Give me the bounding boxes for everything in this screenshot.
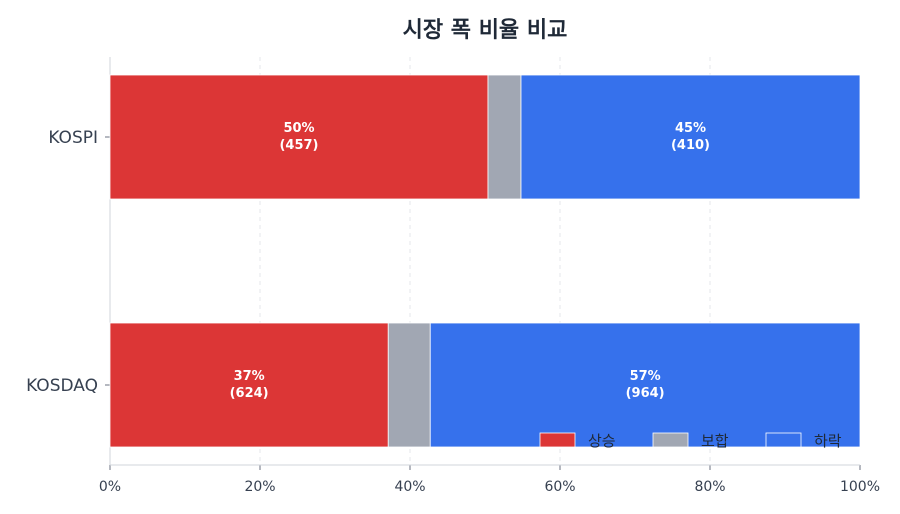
- category-label-kosdaq: KOSDAQ: [26, 376, 98, 396]
- bar-kospi-series-0: [109, 74, 489, 200]
- legend-swatch-0: [539, 432, 576, 448]
- category-label-kospi: KOSPI: [48, 128, 98, 148]
- bar-kosdaq-series-2: [429, 322, 861, 448]
- bar-labels: 50% (457) 45% (410) 37% (624) 57% (964): [230, 121, 710, 401]
- bar-kosdaq-series-1: [387, 322, 431, 448]
- legend-label-0: 상승: [588, 432, 616, 450]
- x-tick-label: 0%: [99, 479, 121, 495]
- x-tick-label: 60%: [544, 479, 575, 495]
- legend-label-1: 보합: [701, 432, 729, 450]
- bar-kospi-series-2: [520, 74, 861, 200]
- x-tick-label: 80%: [694, 479, 725, 495]
- bar-kospi-series-1: [487, 74, 522, 200]
- data-label-kospi-series-2: 45% (410): [671, 121, 710, 153]
- x-tick-label: 20%: [244, 479, 275, 495]
- legend-label-2: 하락: [814, 432, 842, 450]
- x-tick-label: 40%: [394, 479, 425, 495]
- bars: [109, 74, 861, 448]
- legend-swatch-1: [652, 432, 689, 448]
- legend-swatch-2: [765, 432, 802, 448]
- data-label-kospi-series-0: 50% (457): [279, 121, 318, 153]
- data-label-kosdaq-series-0: 37% (624): [230, 369, 269, 401]
- x-tick-label: 100%: [840, 479, 880, 495]
- legend: 상승 보합 하락: [539, 432, 842, 450]
- axes: 0% 20% 40% 60% 80% 100% KOSPI KOSDAQ: [26, 57, 880, 495]
- bar-kosdaq-series-0: [109, 322, 389, 448]
- data-label-kosdaq-series-2: 57% (964): [626, 369, 665, 401]
- chart-title: 시장 폭 비율 비교: [403, 18, 568, 43]
